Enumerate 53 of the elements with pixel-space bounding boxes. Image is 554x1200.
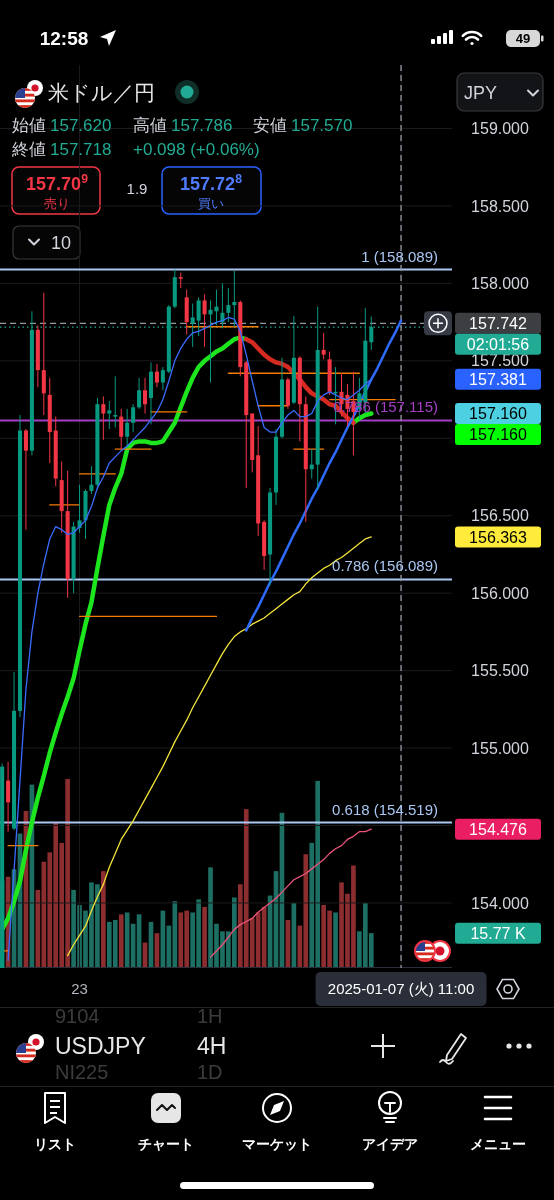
text: チャート	[138, 1136, 194, 1152]
text: 1D	[197, 1061, 223, 1083]
text: 156.363	[469, 528, 528, 546]
text: 157.381	[469, 370, 528, 388]
y-tick-label: 157.500	[471, 352, 530, 370]
y-tick-label: 155.500	[471, 662, 530, 680]
text: 157.160	[469, 405, 528, 423]
annotation: 157.570	[291, 116, 353, 135]
y-tick-label: 158.000	[471, 274, 530, 292]
text: マーケット	[242, 1136, 312, 1152]
annotation: 始値	[12, 116, 46, 135]
text: 4H	[197, 1033, 227, 1059]
text: 49	[515, 31, 531, 46]
annotation: +0.098 (+0.06%)	[133, 140, 260, 159]
annotation: 157.70$^{9}$	[26, 172, 89, 194]
text: 15.77 K	[470, 924, 526, 942]
text: リスト	[34, 1136, 76, 1152]
ref-line-label: 157.742	[469, 314, 528, 332]
text: 1H	[197, 1005, 223, 1027]
annotation: 売り	[44, 196, 70, 211]
text: 12:58	[39, 28, 89, 49]
text: 154.476	[469, 820, 528, 838]
ref-line-label: 0.786 (156.089)	[332, 557, 438, 575]
x-tick-label: 23	[71, 980, 88, 998]
text: 02:01:56	[466, 335, 530, 353]
ref-line-label: 1 (158.089)	[361, 247, 438, 265]
x-tick-label: 2025-01-07 (火) 11:00	[327, 980, 475, 998]
ref-line-label: 0.786 (157.115)	[333, 398, 438, 416]
y-tick-label: 154.000	[471, 894, 530, 912]
y-tick-label: 156.500	[471, 507, 530, 525]
annotation: 安値	[253, 116, 287, 135]
y-tick-label: 158.500	[471, 197, 530, 215]
annotation: 157.72$^{8}$	[180, 172, 243, 194]
text: 9104	[55, 1005, 100, 1027]
text: JPY	[464, 83, 498, 103]
text: USDJPY	[55, 1033, 146, 1059]
annotation: 10	[50, 233, 72, 253]
text: 米ドル／円	[48, 81, 155, 104]
text: 157.160	[469, 426, 528, 444]
annotation: 1.9	[126, 180, 148, 197]
text: アイデア	[362, 1136, 418, 1152]
y-tick-label: 159.000	[471, 120, 530, 138]
annotation: 買い	[198, 196, 224, 211]
annotation: 終値	[11, 140, 46, 159]
y-tick-label: 155.000	[471, 739, 530, 757]
text: メニュー	[470, 1136, 526, 1152]
annotation: 157.786	[171, 116, 233, 135]
annotation: 157.718	[50, 140, 112, 159]
ref-line-label: 0.618 (154.519)	[332, 800, 438, 818]
y-tick-label: 156.000	[471, 584, 530, 602]
text: NI225	[55, 1061, 109, 1083]
annotation: 157.620	[50, 116, 112, 135]
annotation: 高値	[133, 116, 167, 135]
